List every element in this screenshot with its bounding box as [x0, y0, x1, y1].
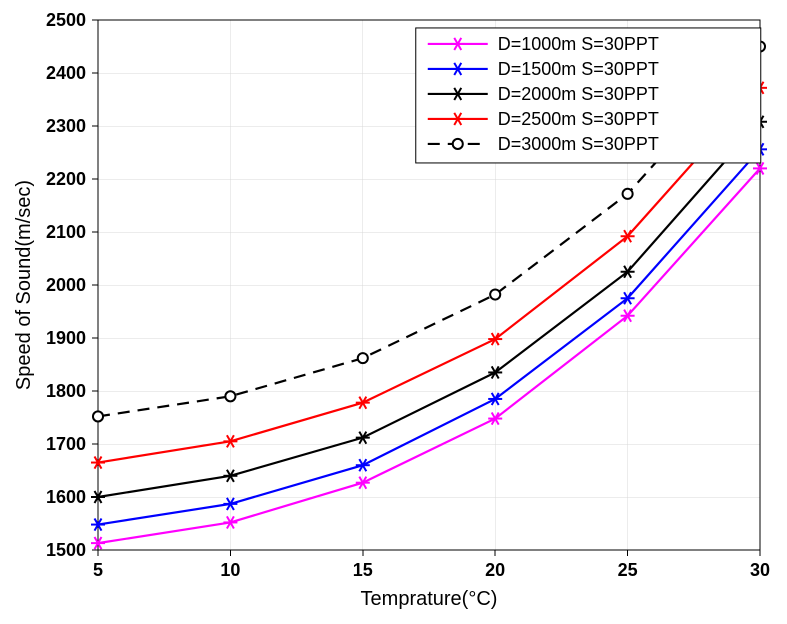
y-tick-label: 1700	[46, 434, 86, 454]
circle-icon	[490, 290, 500, 300]
legend: D=1000m S=30PPT D=1500m S=30PPT D=2000m S=…	[416, 28, 761, 163]
x-tick-label: 30	[750, 560, 770, 580]
y-tick-label: 2400	[46, 63, 86, 83]
x-tick-label: 5	[93, 560, 103, 580]
legend-label-3: D=2500m S=30PPT	[498, 109, 659, 129]
y-tick-label: 2200	[46, 169, 86, 189]
circle-icon	[623, 189, 633, 199]
y-tick-label: 1600	[46, 487, 86, 507]
legend-label-4: D=3000m S=30PPT	[498, 134, 659, 154]
x-tick-label: 20	[485, 560, 505, 580]
y-tick-label: 2300	[46, 116, 86, 136]
legend-label-0: D=1000m S=30PPT	[498, 34, 659, 54]
line-chart: 5 10 15 20 25 30 1500 1600 1700 1800 1900 2000 2100 2…	[0, 0, 787, 624]
y-tick-label: 2100	[46, 222, 86, 242]
x-tick-label: 10	[220, 560, 240, 580]
legend-label-2: D=2000m S=30PPT	[498, 84, 659, 104]
y-tick-label: 2500	[46, 10, 86, 30]
y-axis-label: Speed of Sound(m/sec)	[13, 180, 35, 390]
chart-container: 5 10 15 20 25 30 1500 1600 1700 1800 1900 2000 2100 2…	[0, 0, 787, 624]
circle-icon	[358, 353, 368, 363]
x-tick-label: 25	[618, 560, 638, 580]
legend-label-1: D=1500m S=30PPT	[498, 59, 659, 79]
x-tick-label: 15	[353, 560, 373, 580]
y-tick-label: 2000	[46, 275, 86, 295]
x-axis-label: Temprature(°C)	[361, 588, 498, 610]
y-tick-label: 1500	[46, 540, 86, 560]
y-tick-label: 1900	[46, 328, 86, 348]
y-tick-label: 1800	[46, 381, 86, 401]
circle-icon	[225, 391, 235, 401]
circle-icon	[453, 139, 463, 149]
circle-icon	[93, 411, 103, 421]
